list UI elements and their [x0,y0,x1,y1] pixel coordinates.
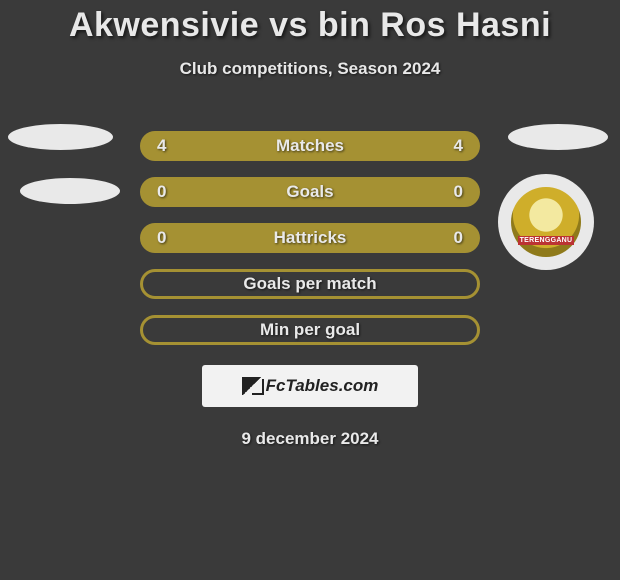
page-subtitle: Club competitions, Season 2024 [0,59,620,79]
stat-row: 4Matches4 [0,123,620,169]
stat-row: Min per goal [0,307,620,353]
stat-row: Goals per match [0,261,620,307]
stat-right-value: 0 [454,228,463,248]
stat-left-value: 0 [157,228,166,248]
stat-right-value: 0 [454,182,463,202]
stat-bar: Min per goal [140,315,480,345]
stat-left-value: 4 [157,136,166,156]
page-title: Akwensivie vs bin Ros Hasni [0,0,620,45]
site-logo-text: FcTables.com [266,376,379,396]
stat-left-value: 0 [157,182,166,202]
stat-right-value: 4 [454,136,463,156]
site-logo: FcTables.com [202,365,418,407]
stat-label: Goals [143,182,477,202]
stat-bar: 0Goals0 [140,177,480,207]
snapshot-date: 9 december 2024 [0,429,620,449]
stat-bar: Goals per match [140,269,480,299]
stat-bar: 4Matches4 [140,131,480,161]
stat-label: Matches [143,136,477,156]
fctables-mark-icon [242,377,262,395]
stat-label: Min per goal [143,320,477,340]
stat-label: Goals per match [143,274,477,294]
stat-row: 0Hattricks0 [0,215,620,261]
stat-row: 0Goals0 [0,169,620,215]
stat-label: Hattricks [143,228,477,248]
stats-container: 4Matches40Goals00Hattricks0Goals per mat… [0,123,620,353]
stat-bar: 0Hattricks0 [140,223,480,253]
